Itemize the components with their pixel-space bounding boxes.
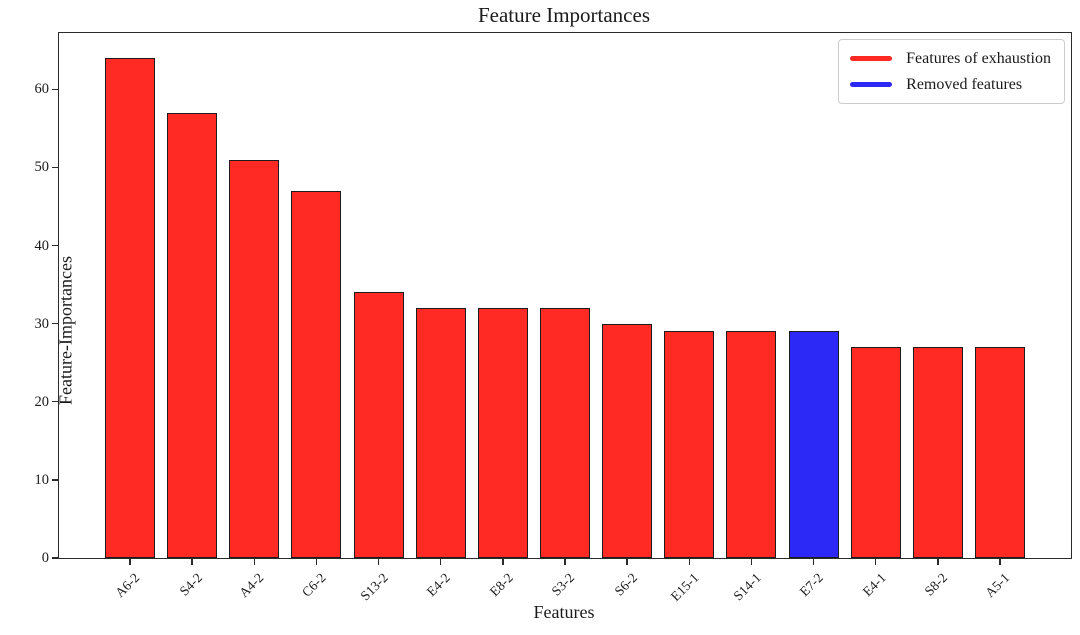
y-tick-mark	[52, 557, 59, 559]
bar-A4-2	[229, 159, 280, 558]
y-tick-mark	[52, 244, 59, 247]
x-tick-mark	[688, 558, 690, 565]
x-tick-mark	[875, 558, 877, 565]
x-tick-label: E8-2	[486, 570, 516, 600]
legend-swatch-blue	[850, 81, 893, 88]
x-tick-label: S14-1	[730, 570, 765, 604]
x-tick-label: E4-2	[424, 570, 454, 600]
x-tick-label: E7-2	[797, 570, 827, 600]
x-tick-mark	[377, 558, 380, 565]
y-tick-label: 0	[41, 550, 49, 566]
legend-entry-removed: Removed features	[850, 75, 1051, 94]
bar-E7-2	[788, 331, 839, 558]
legend: Features of exhaustion Removed features	[838, 39, 1065, 104]
x-tick-label: S6-2	[611, 570, 640, 599]
x-tick-label: S8-2	[921, 570, 951, 599]
x-tick-mark	[439, 558, 442, 565]
bar-E15-1	[664, 331, 715, 558]
legend-entry-exhaustion: Features of exhaustion	[850, 49, 1051, 68]
y-tick-label: 40	[34, 237, 50, 254]
x-tick-mark	[812, 558, 815, 565]
plot-area: 0 10 20 30 40 50 60 A6-2 S4-2 A4-2 C6-2 S13-2 E4-2 E…	[35, 32, 1072, 604]
y-tick-label: 10	[34, 471, 50, 488]
bar-E4-2	[415, 308, 466, 558]
legend-label: Removed features	[906, 76, 1023, 93]
legend-swatch-red	[850, 55, 893, 62]
bar-A5-1	[975, 347, 1026, 558]
x-tick-label: E15-1	[667, 570, 702, 604]
bar-S8-2	[912, 347, 963, 558]
bar-S6-2	[602, 323, 653, 558]
x-tick-label: S13-2	[357, 570, 392, 604]
legend-label: Features of exhaustion	[906, 50, 1051, 67]
x-tick-mark	[191, 558, 193, 565]
x-axis-title: Features	[533, 602, 595, 622]
x-tick-label: S3-2	[548, 570, 578, 599]
bar-S14-1	[726, 331, 777, 558]
x-tick-mark	[315, 558, 318, 565]
bar-A6-2	[104, 58, 155, 558]
x-tick-mark	[999, 558, 1001, 565]
x-tick-mark	[502, 558, 504, 565]
bar-S4-2	[167, 112, 218, 558]
bar-S3-2	[540, 308, 590, 558]
x-tick-label: A5-1	[982, 570, 1013, 601]
x-tick-mark	[937, 558, 939, 565]
x-tick-label: A6-2	[112, 570, 143, 601]
x-tick-mark	[564, 558, 566, 565]
x-tick-label: S4-2	[176, 570, 205, 599]
bar-E4-1	[850, 347, 901, 558]
x-tick-label: E4-1	[859, 570, 889, 600]
y-tick-label: 60	[34, 81, 50, 98]
y-tick-mark	[52, 479, 59, 481]
bar-S13-2	[353, 292, 404, 558]
x-tick-mark	[750, 558, 753, 565]
bar-E8-2	[477, 308, 528, 558]
x-tick-mark	[253, 558, 255, 565]
x-tick-label: A4-2	[236, 570, 267, 601]
y-axis-title: Feature-Importances	[55, 256, 76, 405]
y-tick-label: 30	[34, 315, 50, 332]
x-tick-label: C6-2	[299, 570, 329, 600]
y-tick-mark	[52, 322, 59, 325]
bar-C6-2	[291, 190, 342, 558]
chart-title: Feature Importances	[477, 3, 650, 27]
y-tick-mark	[52, 88, 59, 90]
y-tick-label: 20	[34, 393, 50, 410]
x-tick-mark	[626, 558, 628, 565]
y-tick-mark	[52, 166, 59, 169]
x-tick-mark	[129, 558, 131, 565]
y-tick-mark	[52, 401, 59, 403]
y-tick-label: 50	[34, 159, 50, 176]
